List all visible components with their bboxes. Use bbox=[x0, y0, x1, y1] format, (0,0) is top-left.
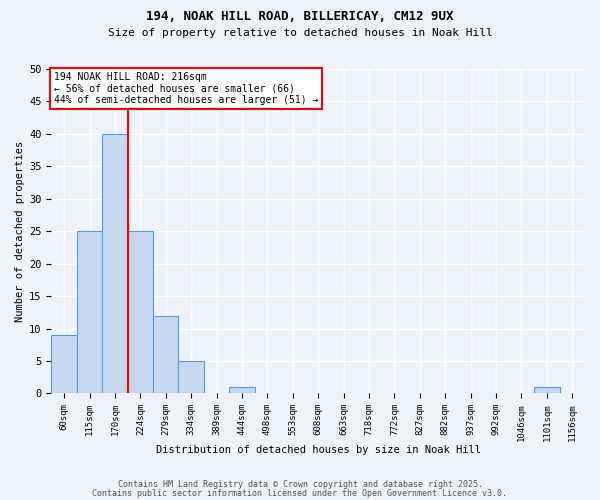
Text: Contains public sector information licensed under the Open Government Licence v3: Contains public sector information licen… bbox=[92, 488, 508, 498]
Bar bbox=[178, 361, 204, 394]
Text: 194, NOAK HILL ROAD, BILLERICAY, CM12 9UX: 194, NOAK HILL ROAD, BILLERICAY, CM12 9U… bbox=[146, 10, 454, 23]
Bar bbox=[153, 316, 178, 394]
X-axis label: Distribution of detached houses by size in Noak Hill: Distribution of detached houses by size … bbox=[155, 445, 481, 455]
Bar bbox=[534, 387, 560, 394]
Bar bbox=[128, 231, 153, 394]
Text: Size of property relative to detached houses in Noak Hill: Size of property relative to detached ho… bbox=[107, 28, 493, 38]
Bar bbox=[52, 335, 77, 394]
Y-axis label: Number of detached properties: Number of detached properties bbox=[15, 140, 25, 322]
Bar bbox=[229, 387, 254, 394]
Bar bbox=[77, 231, 102, 394]
Bar bbox=[102, 134, 128, 394]
Text: Contains HM Land Registry data © Crown copyright and database right 2025.: Contains HM Land Registry data © Crown c… bbox=[118, 480, 482, 489]
Text: 194 NOAK HILL ROAD: 216sqm
← 56% of detached houses are smaller (66)
44% of semi: 194 NOAK HILL ROAD: 216sqm ← 56% of deta… bbox=[54, 72, 319, 106]
